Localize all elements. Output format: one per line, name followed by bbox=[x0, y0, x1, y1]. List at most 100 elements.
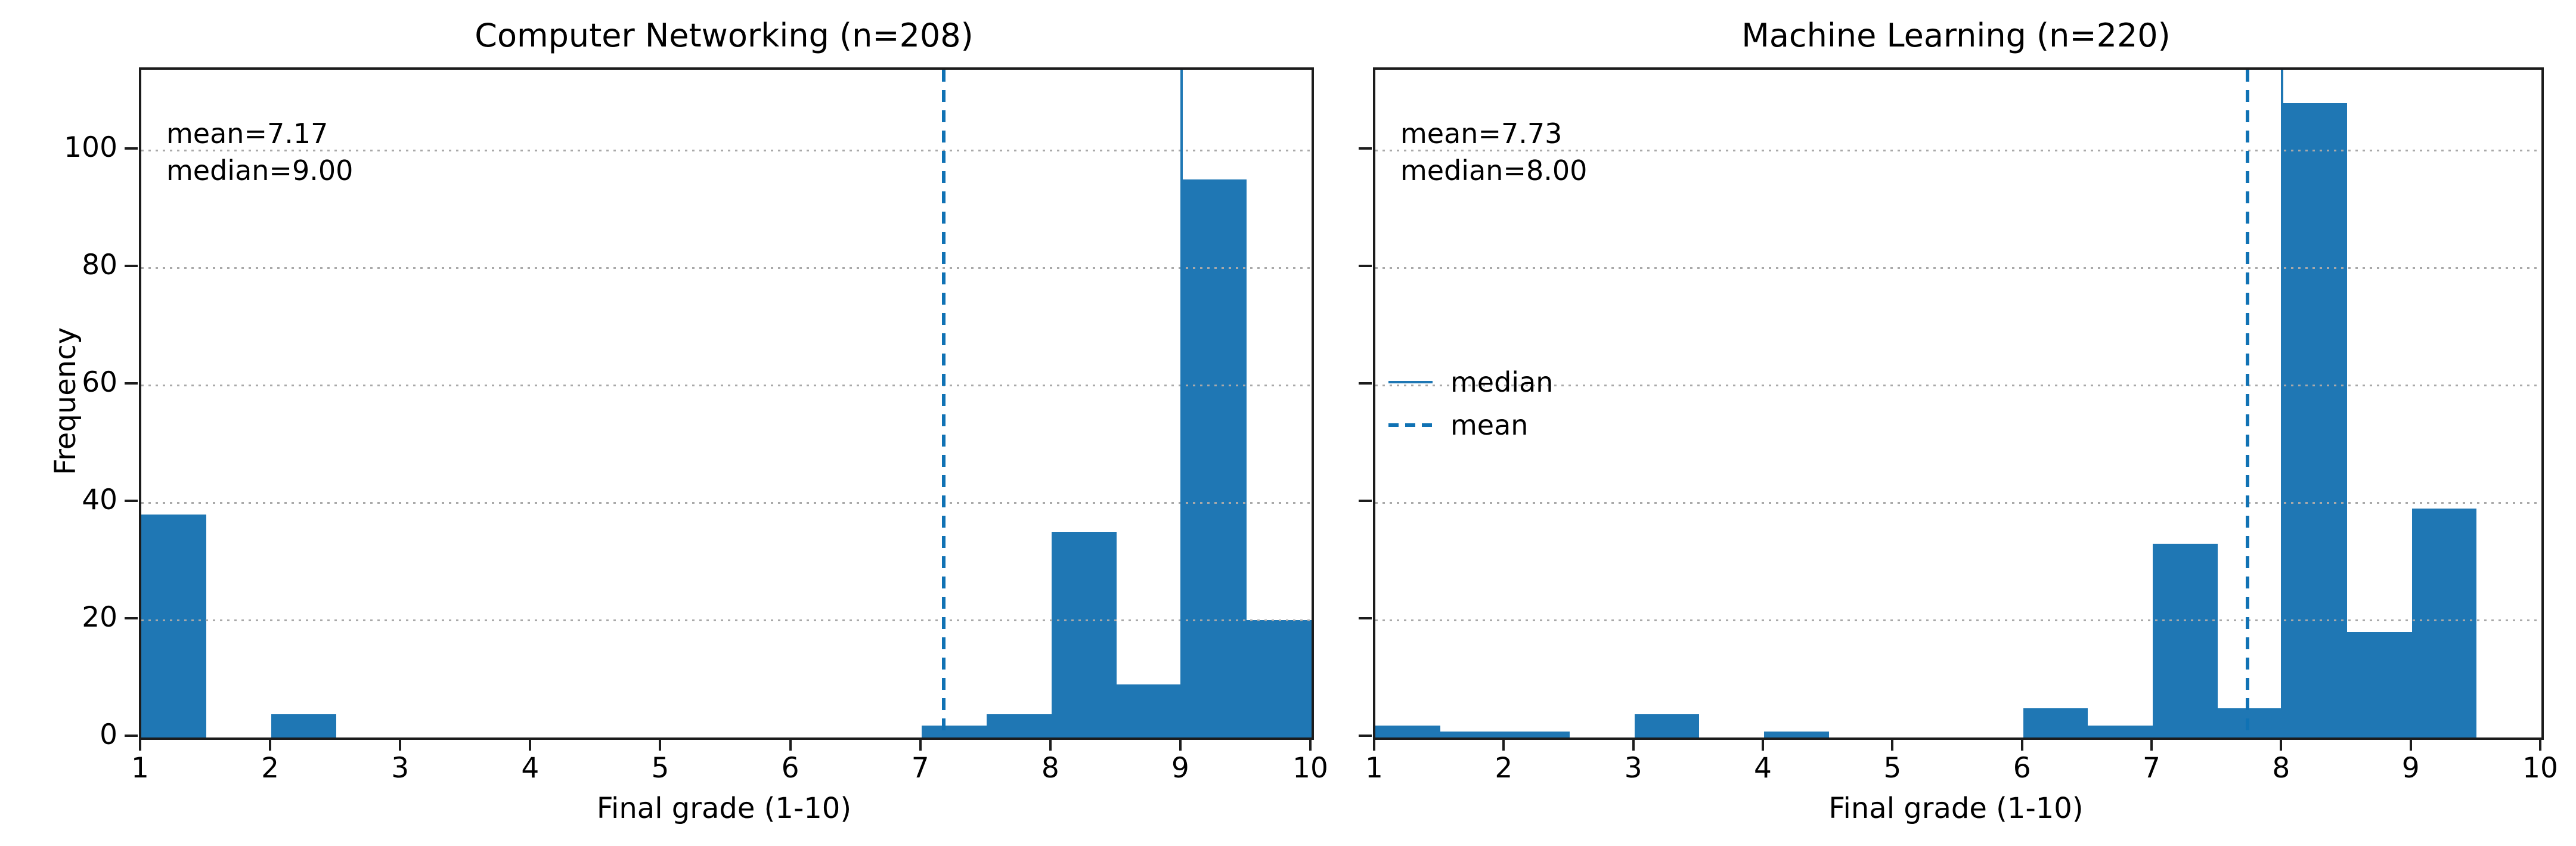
legend: median mean bbox=[1388, 361, 1553, 447]
x-tick-mark bbox=[399, 737, 402, 751]
grid-line-y80 bbox=[141, 266, 1312, 269]
grid-line-y60 bbox=[141, 384, 1312, 386]
y-tick-label: 60 bbox=[82, 365, 117, 399]
x-tick-mark bbox=[659, 737, 662, 751]
left-stats-annotation: mean=7.17 median=9.00 bbox=[166, 115, 353, 189]
left-axes: mean=7.17 median=9.00 bbox=[139, 67, 1314, 740]
x-tick-mark bbox=[919, 737, 922, 751]
y-tick-label: 40 bbox=[82, 483, 117, 516]
grid-line-y40 bbox=[1375, 501, 2541, 504]
x-tick-label: 1 bbox=[131, 752, 149, 785]
x-tick-label: 7 bbox=[911, 752, 929, 785]
x-tick-label: 9 bbox=[1171, 752, 1189, 785]
x-tick-label: 8 bbox=[1041, 752, 1059, 785]
legend-entry-mean: mean bbox=[1388, 404, 1553, 447]
median-line bbox=[2281, 70, 2284, 737]
x-tick-mark bbox=[1891, 737, 1894, 751]
y-tick-mark bbox=[1359, 735, 1372, 737]
left-mean-text: mean=7.17 bbox=[166, 117, 328, 150]
median-line-icon bbox=[1388, 381, 1433, 383]
x-tick-mark bbox=[139, 737, 141, 751]
x-tick-label: 5 bbox=[1883, 752, 1902, 785]
legend-label-mean: mean bbox=[1450, 409, 1529, 441]
left-median-text: median=9.00 bbox=[166, 154, 354, 187]
y-tick-mark bbox=[1359, 264, 1372, 267]
y-tick-mark bbox=[125, 264, 138, 267]
x-tick-mark bbox=[529, 737, 532, 751]
grid-line-y100 bbox=[1375, 149, 2541, 151]
y-tick-label: 0 bbox=[100, 718, 117, 751]
y-tick-mark bbox=[1359, 499, 1372, 502]
histogram-bar bbox=[141, 514, 207, 737]
histogram-bar bbox=[921, 726, 987, 737]
x-tick-label: 3 bbox=[391, 752, 410, 785]
histogram-bar bbox=[1181, 179, 1247, 737]
histogram-bar bbox=[271, 714, 337, 737]
y-tick-mark bbox=[125, 499, 138, 502]
y-tick-mark bbox=[1359, 616, 1372, 619]
histogram-bar bbox=[1440, 732, 1505, 737]
x-tick-label: 7 bbox=[2143, 752, 2160, 785]
mean-line bbox=[2245, 70, 2249, 737]
grid-line-y20 bbox=[141, 619, 1312, 621]
x-tick-label: 2 bbox=[261, 752, 280, 785]
histogram-bar bbox=[1116, 684, 1182, 737]
x-tick-mark bbox=[2280, 737, 2283, 751]
mean-line-icon bbox=[1388, 423, 1433, 427]
histogram-bar bbox=[1051, 532, 1117, 737]
right-stats-annotation: mean=7.73 median=8.00 bbox=[1400, 115, 1587, 189]
histogram-bar bbox=[1246, 620, 1312, 737]
histogram-bar bbox=[1505, 732, 1570, 737]
median-line bbox=[1180, 70, 1183, 737]
x-tick-mark bbox=[1762, 737, 1764, 751]
x-tick-label: 6 bbox=[2013, 752, 2031, 785]
y-tick-label: 80 bbox=[82, 248, 117, 281]
left-plot-title: Computer Networking (n=208) bbox=[475, 17, 974, 54]
x-tick-mark bbox=[2409, 737, 2412, 751]
right-median-text: median=8.00 bbox=[1400, 154, 1588, 187]
right-plot-title: Machine Learning (n=220) bbox=[1741, 17, 2171, 54]
histogram-bar bbox=[1764, 732, 1829, 737]
x-tick-mark bbox=[1179, 737, 1182, 751]
x-tick-label: 10 bbox=[2522, 752, 2558, 785]
mean-line bbox=[941, 70, 946, 737]
histogram-bar bbox=[2023, 708, 2088, 737]
x-tick-mark bbox=[2020, 737, 2023, 751]
histogram-bar bbox=[2347, 631, 2412, 737]
x-tick-label: 4 bbox=[521, 752, 540, 785]
grid-line-y80 bbox=[1375, 266, 2541, 269]
left-x-axis-label: Final grade (1-10) bbox=[596, 792, 852, 825]
histogram-bar bbox=[986, 714, 1052, 737]
right-mean-text: mean=7.73 bbox=[1400, 117, 1563, 150]
x-tick-mark bbox=[1373, 737, 1375, 751]
grid-line-y100 bbox=[141, 149, 1312, 151]
grid-line-y60 bbox=[1375, 384, 2541, 386]
x-tick-mark bbox=[269, 737, 272, 751]
y-tick-label: 20 bbox=[82, 600, 117, 634]
x-tick-label: 5 bbox=[651, 752, 669, 785]
grid-line-y20 bbox=[1375, 619, 2541, 621]
x-tick-label: 8 bbox=[2272, 752, 2290, 785]
x-tick-label: 1 bbox=[1365, 752, 1383, 785]
y-tick-mark bbox=[125, 382, 138, 385]
y-tick-mark bbox=[125, 147, 138, 150]
x-tick-mark bbox=[2539, 737, 2541, 751]
histogram-bar bbox=[2411, 508, 2477, 737]
x-tick-mark bbox=[789, 737, 792, 751]
histogram-bar bbox=[2153, 543, 2218, 737]
histogram-bar bbox=[1634, 714, 1700, 737]
x-tick-mark bbox=[1049, 737, 1052, 751]
right-axes: mean=7.73 median=8.00 median mean bbox=[1373, 67, 2544, 740]
y-tick-mark bbox=[125, 616, 138, 619]
x-tick-label: 6 bbox=[781, 752, 799, 785]
x-tick-label: 4 bbox=[1754, 752, 1772, 785]
right-x-axis-label: Final grade (1-10) bbox=[1828, 792, 2084, 825]
y-tick-mark bbox=[1359, 382, 1372, 385]
x-tick-label: 9 bbox=[2401, 752, 2420, 785]
y-tick-label: 100 bbox=[64, 131, 117, 164]
histogram-bar bbox=[1375, 726, 1440, 737]
x-tick-label: 3 bbox=[1624, 752, 1642, 785]
histogram-bar bbox=[2088, 726, 2153, 737]
grid-line-y40 bbox=[141, 501, 1312, 504]
y-axis-label: Frequency bbox=[49, 327, 82, 475]
